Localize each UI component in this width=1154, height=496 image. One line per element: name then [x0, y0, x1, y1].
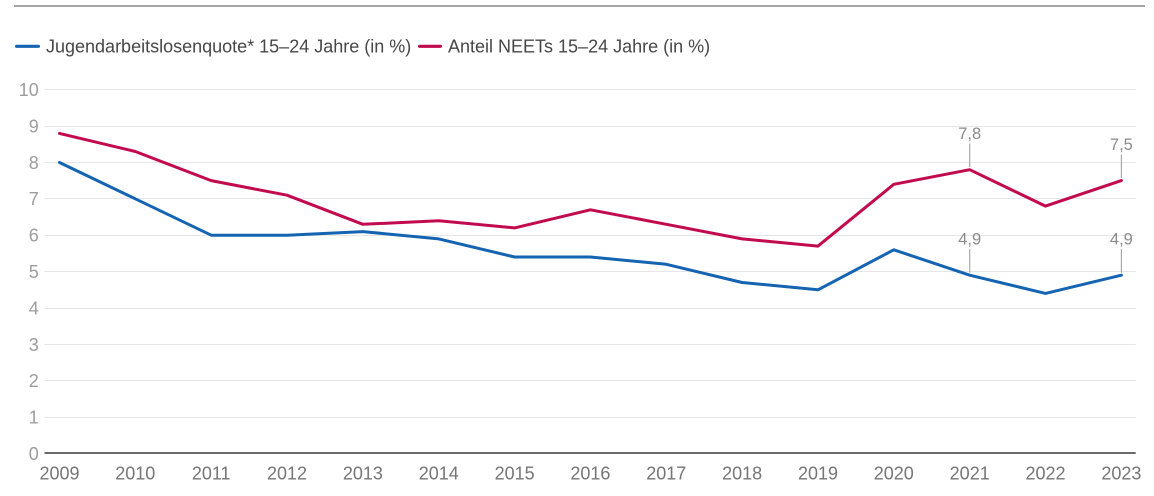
svg-text:2010: 2010 [115, 464, 155, 484]
svg-text:2009: 2009 [39, 464, 79, 484]
svg-text:Anteil NEETs 15–24 Jahre (in %: Anteil NEETs 15–24 Jahre (in %) [448, 36, 710, 56]
svg-text:7,5: 7,5 [1110, 136, 1133, 154]
svg-text:7: 7 [29, 189, 39, 209]
svg-text:8: 8 [29, 153, 39, 173]
svg-text:4,9: 4,9 [1110, 230, 1133, 248]
svg-text:2012: 2012 [267, 464, 307, 484]
svg-text:5: 5 [29, 262, 39, 282]
svg-text:4: 4 [29, 298, 39, 318]
svg-text:2: 2 [29, 371, 39, 391]
svg-text:7,8: 7,8 [958, 125, 981, 143]
svg-text:0: 0 [29, 444, 39, 464]
svg-text:9: 9 [29, 117, 39, 137]
svg-text:2018: 2018 [722, 464, 762, 484]
svg-text:4,9: 4,9 [958, 230, 981, 248]
svg-text:2014: 2014 [419, 464, 459, 484]
svg-text:2020: 2020 [874, 464, 914, 484]
svg-text:2011: 2011 [192, 464, 231, 484]
svg-text:2016: 2016 [570, 464, 610, 484]
svg-text:2019: 2019 [798, 464, 838, 484]
svg-text:2022: 2022 [1025, 464, 1065, 484]
svg-text:2023: 2023 [1101, 464, 1141, 484]
svg-text:6: 6 [29, 226, 39, 246]
svg-text:1: 1 [29, 408, 39, 428]
svg-text:2021: 2021 [950, 464, 990, 484]
svg-text:3: 3 [29, 335, 39, 355]
svg-text:2015: 2015 [495, 464, 535, 484]
svg-text:2013: 2013 [343, 464, 383, 484]
svg-text:10: 10 [19, 80, 39, 100]
svg-text:2017: 2017 [646, 464, 686, 484]
svg-text:Jugendarbeitslosenquote* 15–24: Jugendarbeitslosenquote* 15–24 Jahre (in… [46, 36, 411, 56]
